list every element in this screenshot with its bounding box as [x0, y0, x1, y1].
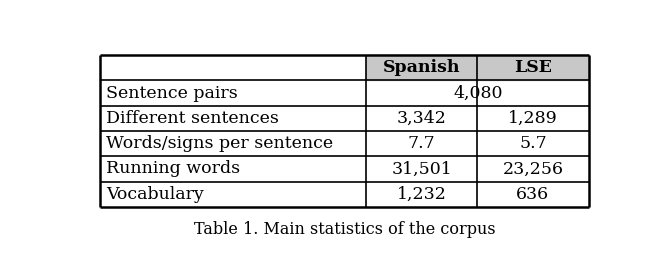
Text: Sentence pairs: Sentence pairs	[106, 84, 238, 101]
Text: 1,289: 1,289	[508, 110, 558, 127]
Text: 636: 636	[516, 186, 550, 203]
Text: 4,080: 4,080	[453, 84, 503, 101]
Text: 23,256: 23,256	[503, 161, 563, 178]
Text: 3,342: 3,342	[396, 110, 446, 127]
Text: Vocabulary: Vocabulary	[106, 186, 204, 203]
Text: Running words: Running words	[106, 161, 240, 178]
Text: 7.7: 7.7	[408, 135, 435, 152]
Text: Different sentences: Different sentences	[106, 110, 279, 127]
Text: 5.7: 5.7	[519, 135, 547, 152]
Text: LSE: LSE	[514, 59, 552, 76]
Text: 1,232: 1,232	[396, 186, 446, 203]
Text: Table 1. Main statistics of the corpus: Table 1. Main statistics of the corpus	[194, 221, 495, 238]
Text: Spanish: Spanish	[383, 59, 460, 76]
Text: 31,501: 31,501	[391, 161, 452, 178]
Text: Words/signs per sentence: Words/signs per sentence	[106, 135, 333, 152]
